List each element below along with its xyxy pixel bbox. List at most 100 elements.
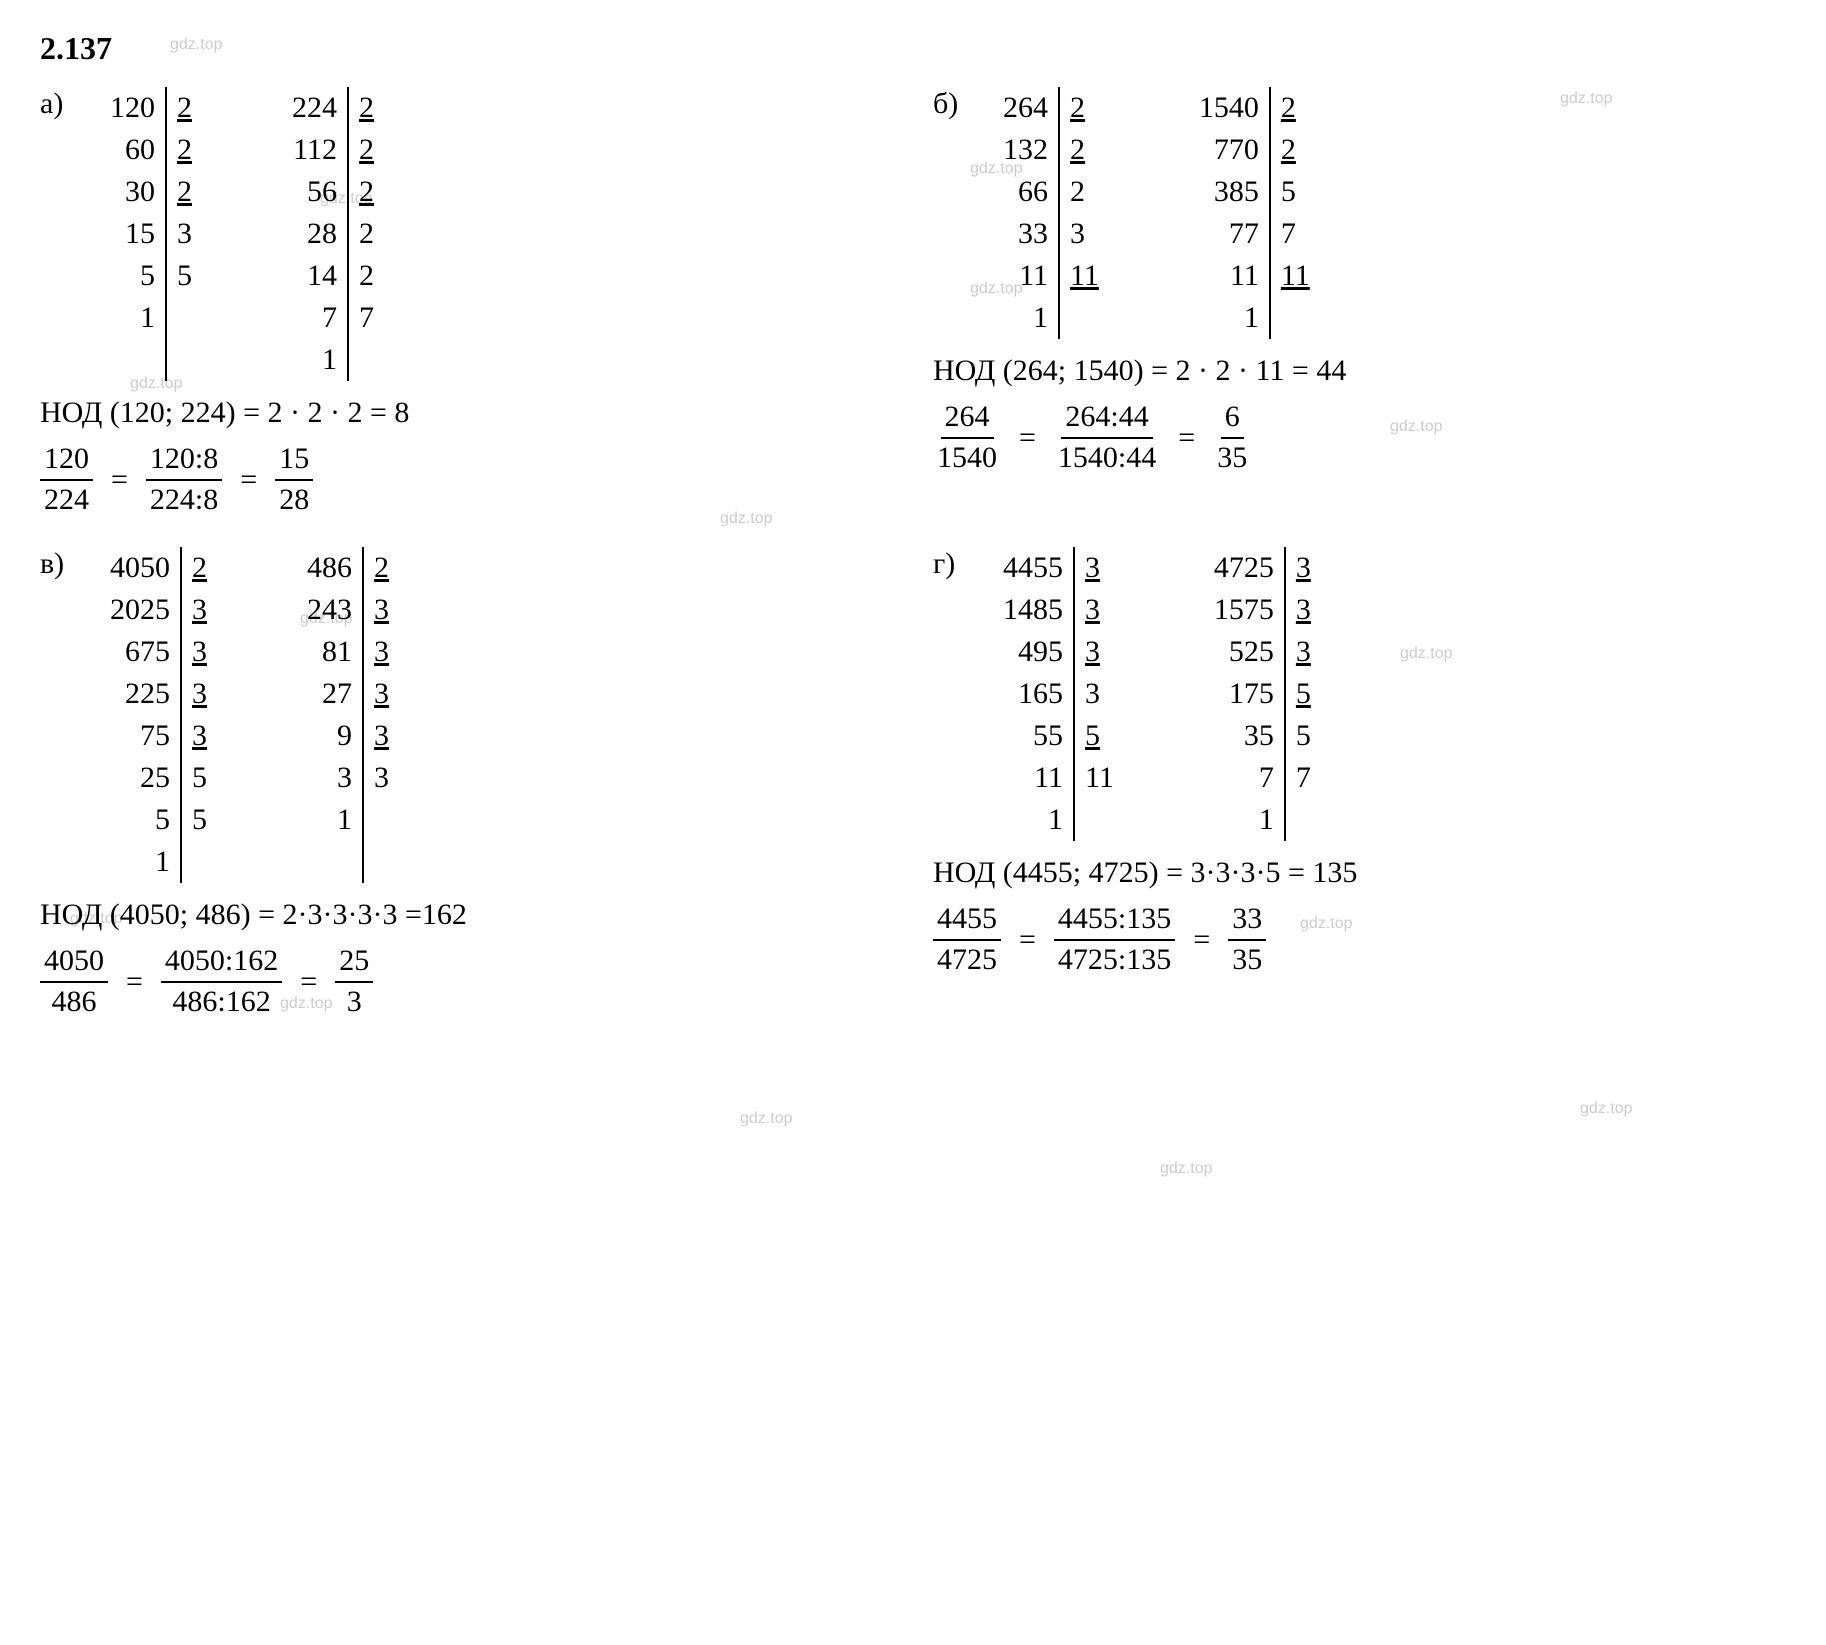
frac-a-2: 120:8224:8 xyxy=(146,442,222,517)
fact-left-cell: 1575 xyxy=(1214,589,1274,631)
fact-right-cell: 3 xyxy=(1296,631,1311,673)
factorizations-b: 2641326633111222311 15407703857711122571… xyxy=(1003,87,1786,339)
label-d: г) xyxy=(933,547,955,581)
fact-right-cell: 2 xyxy=(359,255,374,297)
frac-line-b: 2641540 = 264:441540:44 = 635 xyxy=(933,400,1786,475)
fact-left-cell: 112 xyxy=(293,129,337,171)
fact-right-cell: 3 xyxy=(192,715,207,757)
block-a: а) 1206030155122235 22411256281471222227… xyxy=(40,87,893,517)
fact-right-cell: 3 xyxy=(1085,589,1100,631)
fact-left-cell: 243 xyxy=(307,589,352,631)
fact-left-cell: 81 xyxy=(322,631,352,673)
fact-left-cell: 77 xyxy=(1229,213,1259,255)
fact-left-cell: 14 xyxy=(307,255,337,297)
fact-right-cell: 2 xyxy=(374,547,389,589)
eq-sign: = xyxy=(240,463,257,497)
fact-right-cell: 11 xyxy=(1281,255,1310,297)
frac-a-1: 120224 xyxy=(40,442,93,517)
factorizations-d: 44551485495165551113333511 4725157552517… xyxy=(1003,547,1786,841)
nod-c: НОД (4050; 486) = 2·3·3·3·3 =162 xyxy=(40,898,893,932)
fact-right-cell: 5 xyxy=(1296,715,1311,757)
fact-left-cell: 11 xyxy=(1034,757,1063,799)
fact-right-cell: 2 xyxy=(1070,171,1085,213)
fact-a-1: 1206030155122235 xyxy=(110,87,192,381)
factorizations-c: 405020256752257525512333355 486243812793… xyxy=(110,547,893,883)
factorizations-a: 1206030155122235 22411256281471222227 xyxy=(110,87,893,381)
frac-line-d: 44554725 = 4455:1354725:135 = 3335 xyxy=(933,902,1786,977)
fact-right-cell: 2 xyxy=(359,129,374,171)
fact-left-cell: 35 xyxy=(1244,715,1274,757)
nod-a: НОД (120; 224) = 2 · 2 · 2 = 8 xyxy=(40,396,893,430)
fact-right-cell: 5 xyxy=(177,255,192,297)
fact-right-cell: 3 xyxy=(1085,547,1100,589)
fact-right-cell: 3 xyxy=(374,631,389,673)
fact-left-cell: 11 xyxy=(1230,255,1259,297)
fact-left-cell: 4050 xyxy=(110,547,170,589)
fact-left-cell: 56 xyxy=(307,171,337,213)
frac-d-3: 3335 xyxy=(1228,902,1266,977)
eq-sign: = xyxy=(1019,923,1036,957)
eq-sign: = xyxy=(1178,421,1195,455)
fact-right-cell: 7 xyxy=(359,297,374,339)
fact-left-cell: 1540 xyxy=(1199,87,1259,129)
fact-c-2: 4862438127931233333 xyxy=(307,547,389,883)
fact-right-cell: 7 xyxy=(1281,213,1296,255)
frac-b-3: 635 xyxy=(1213,400,1251,475)
frac-d-2: 4455:1354725:135 xyxy=(1054,902,1175,977)
block-c: в) 405020256752257525512333355 486243812… xyxy=(40,547,893,1019)
fact-right-cell: 3 xyxy=(177,213,192,255)
fact-right-cell: 3 xyxy=(192,631,207,673)
frac-c-1: 4050486 xyxy=(40,944,108,1019)
fact-right-cell: 2 xyxy=(359,87,374,129)
fact-left-cell: 1 xyxy=(140,297,155,339)
fact-right-cell: 3 xyxy=(192,673,207,715)
fact-right-cell: 5 xyxy=(1085,715,1100,757)
fact-right-cell: 11 xyxy=(1085,757,1114,799)
fact-right-cell: 3 xyxy=(1085,631,1100,673)
fact-left-cell: 525 xyxy=(1229,631,1274,673)
frac-c-2: 4050:162486:162 xyxy=(161,944,282,1019)
label-b: б) xyxy=(933,87,958,121)
fact-right-cell: 3 xyxy=(374,673,389,715)
watermark: gdz.top xyxy=(1160,1160,1212,1178)
fact-left-cell: 1 xyxy=(1244,297,1259,339)
fact-right-cell: 5 xyxy=(1296,673,1311,715)
fact-b-1: 2641326633111222311 xyxy=(1003,87,1099,339)
fact-left-cell: 28 xyxy=(307,213,337,255)
fact-right-cell: 5 xyxy=(1281,171,1296,213)
fact-left-cell: 60 xyxy=(125,129,155,171)
fact-d-2: 472515755251753571333557 xyxy=(1214,547,1311,841)
fact-right-cell: 2 xyxy=(177,87,192,129)
fact-right-cell: 2 xyxy=(1070,129,1085,171)
fact-left-cell: 675 xyxy=(125,631,170,673)
fact-left-cell: 495 xyxy=(1018,631,1063,673)
fact-left-cell: 5 xyxy=(155,799,170,841)
fact-d-1: 44551485495165551113333511 xyxy=(1003,547,1114,841)
watermark: gdz.top xyxy=(1580,1100,1632,1118)
fact-left-cell: 225 xyxy=(125,673,170,715)
fact-right-cell: 2 xyxy=(177,171,192,213)
fact-right-cell: 3 xyxy=(374,589,389,631)
fact-left-cell: 165 xyxy=(1018,673,1063,715)
fact-left-cell: 1 xyxy=(1033,297,1048,339)
block-d: г) 44551485495165551113333511 4725157552… xyxy=(933,547,1786,1019)
frac-a-3: 1528 xyxy=(275,442,313,517)
fact-right-cell: 2 xyxy=(359,171,374,213)
fact-left-cell: 132 xyxy=(1003,129,1048,171)
fact-right-cell: 3 xyxy=(192,589,207,631)
fact-right-cell: 2 xyxy=(192,547,207,589)
frac-line-a: 120224 = 120:8224:8 = 1528 xyxy=(40,442,893,517)
fact-left-cell: 33 xyxy=(1018,213,1048,255)
fact-left-cell: 2025 xyxy=(110,589,170,631)
fact-left-cell: 66 xyxy=(1018,171,1048,213)
frac-line-c: 4050486 = 4050:162486:162 = 253 xyxy=(40,944,893,1019)
fact-left-cell: 264 xyxy=(1003,87,1048,129)
fact-right-cell: 2 xyxy=(1070,87,1085,129)
fact-right-cell: 2 xyxy=(1281,87,1296,129)
fact-left-cell: 1 xyxy=(337,799,352,841)
fact-left-cell: 11 xyxy=(1019,255,1048,297)
fact-c-1: 405020256752257525512333355 xyxy=(110,547,207,883)
block-b: б) 2641326633111222311 15407703857711122… xyxy=(933,87,1786,517)
fact-left-cell: 224 xyxy=(292,87,337,129)
fact-left-cell: 25 xyxy=(140,757,170,799)
